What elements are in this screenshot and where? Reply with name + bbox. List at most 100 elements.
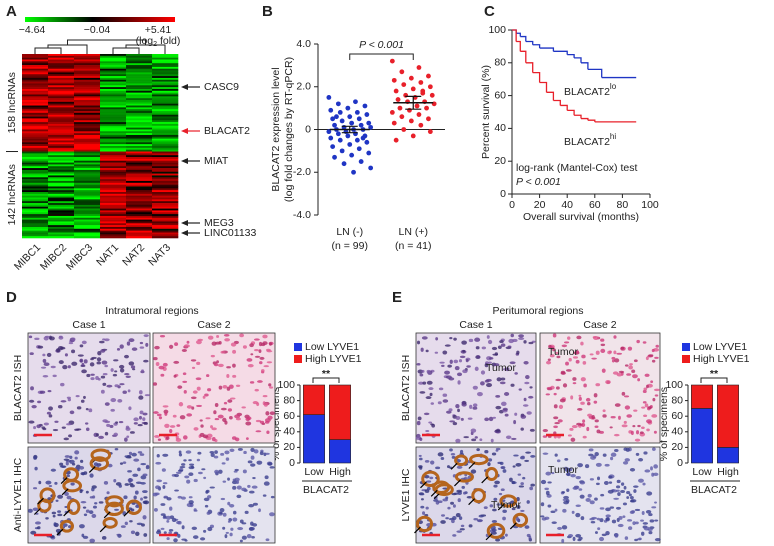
- heatmap-cell: [152, 120, 179, 123]
- cell-nucleus: [530, 483, 535, 487]
- cell-nucleus: [647, 528, 653, 531]
- heatmap-cell: [152, 160, 179, 163]
- heatmap-cell: [22, 195, 49, 198]
- cell-nucleus: [57, 494, 64, 499]
- y-tick-label: 2.0: [296, 81, 311, 93]
- cell-nucleus: [162, 405, 169, 408]
- heatmap-cell: [22, 225, 49, 228]
- cell-nucleus: [419, 373, 424, 377]
- micrograph: [27, 446, 151, 544]
- cell-nucleus: [623, 420, 627, 424]
- cell-nucleus: [442, 350, 448, 355]
- cell-nucleus: [219, 508, 225, 513]
- data-point: [328, 107, 334, 113]
- heatmap-cell: [48, 98, 75, 101]
- cell-nucleus: [178, 453, 183, 457]
- heatmap-cell: [126, 182, 153, 185]
- heatmap-cell: [22, 153, 49, 156]
- cell-nucleus: [487, 361, 492, 364]
- legend-sup: lo: [610, 82, 617, 91]
- heatmap-cell: [152, 175, 179, 178]
- heatmap-cell: [100, 120, 127, 123]
- heatmap-cell: [22, 57, 49, 60]
- heatmap-cell: [126, 199, 153, 202]
- cell-nucleus: [52, 514, 56, 518]
- panel-letter: C: [484, 3, 495, 20]
- heatmap-cell: [152, 133, 179, 136]
- cell-nucleus: [54, 481, 58, 485]
- heatmap-cell: [152, 66, 179, 70]
- heatmap-cell: [22, 144, 49, 147]
- heatmap-cell: [74, 127, 101, 130]
- heatmap-cell: [100, 217, 127, 220]
- heatmap-cell: [22, 234, 49, 237]
- heatmap-cell: [22, 184, 49, 187]
- heatmap-cell: [74, 88, 101, 92]
- cell-nucleus: [456, 489, 463, 493]
- cell-nucleus: [561, 525, 568, 530]
- data-point: [426, 73, 431, 79]
- heatmap-cell: [48, 230, 75, 233]
- cell-nucleus: [168, 531, 173, 535]
- cell-nucleus: [624, 458, 630, 462]
- cell-nucleus: [69, 459, 75, 464]
- cell-nucleus: [477, 392, 483, 397]
- pointer-arrow: [33, 508, 41, 515]
- cell-nucleus: [624, 536, 629, 540]
- heatmap-cell: [74, 122, 101, 125]
- case-label: Case 2: [583, 319, 616, 331]
- cell-nucleus: [62, 364, 68, 370]
- heatmap-cell: [48, 109, 75, 112]
- heatmap-cell: [100, 210, 127, 213]
- cell-nucleus: [421, 336, 428, 340]
- cell-nucleus: [592, 454, 597, 459]
- cell-nucleus: [449, 337, 453, 340]
- cell-nucleus: [549, 354, 555, 358]
- cell-nucleus: [426, 486, 431, 491]
- cell-nucleus: [178, 450, 182, 454]
- legend-label: High LYVE1: [305, 353, 362, 365]
- cell-nucleus: [544, 487, 549, 491]
- heatmap-cell: [48, 166, 75, 169]
- cell-nucleus: [611, 356, 616, 360]
- cell-nucleus: [550, 346, 554, 350]
- cell-nucleus: [502, 407, 508, 411]
- heatmap-cell: [48, 85, 75, 88]
- heatmap-cell: [126, 94, 153, 97]
- cell-nucleus: [100, 349, 106, 353]
- data-point: [401, 127, 407, 132]
- cell-nucleus: [493, 497, 498, 501]
- survival-step: [512, 29, 517, 42]
- cell-nucleus: [269, 466, 275, 469]
- cell-nucleus: [515, 462, 522, 467]
- cell-nucleus: [211, 341, 217, 346]
- heatmap-cell: [74, 168, 101, 171]
- cell-nucleus: [635, 430, 640, 435]
- heatmap-cell: [126, 70, 153, 73]
- cell-nucleus: [429, 476, 434, 480]
- cell-nucleus: [116, 348, 121, 351]
- cell-nucleus: [269, 411, 275, 416]
- cell-nucleus: [60, 346, 66, 350]
- cell-nucleus: [63, 458, 70, 461]
- cell-nucleus: [246, 416, 252, 421]
- heatmap-cell: [152, 96, 179, 99]
- heatmap-cell: [48, 175, 75, 178]
- color-scale: [25, 17, 175, 22]
- heatmap-cell: [22, 197, 49, 200]
- pointer-arrow: [61, 488, 69, 496]
- heatmap-cell: [126, 206, 153, 209]
- data-point: [368, 165, 374, 171]
- heatmap-cell: [126, 186, 153, 189]
- cell-nucleus: [572, 536, 576, 542]
- cell-nucleus: [266, 350, 273, 353]
- heatmap-cell: [22, 92, 49, 95]
- heatmap-cell: [100, 112, 127, 116]
- column-label: NAT1: [94, 241, 121, 268]
- cell-nucleus: [489, 504, 494, 508]
- cell-nucleus: [582, 361, 587, 365]
- legend-swatch: [294, 355, 302, 363]
- cell-nucleus: [57, 510, 62, 513]
- heatmap-cell: [22, 206, 49, 209]
- cell-nucleus: [224, 450, 230, 455]
